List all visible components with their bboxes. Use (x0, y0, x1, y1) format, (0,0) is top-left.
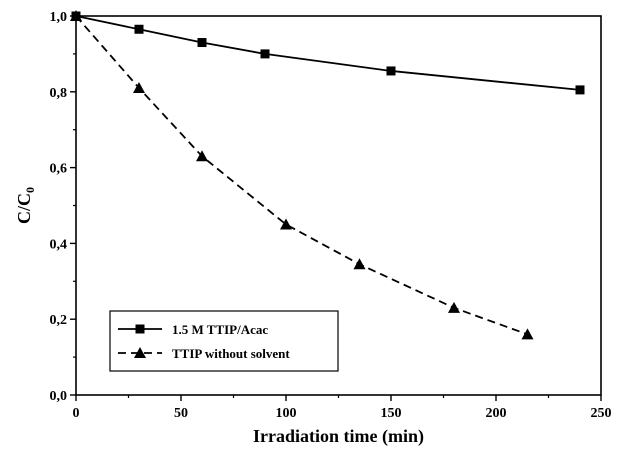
axes: 0 50 100 150 200 250 0,0 0,2 0,4 0,6 0,8 1,0 (50, 10, 612, 421)
series-line (75, 15, 528, 336)
data-point (196, 150, 208, 162)
data-point (280, 218, 292, 230)
y-tick-label: 0,2 (50, 313, 68, 328)
data-point (197, 38, 207, 48)
y-tick-label: 1,0 (50, 10, 68, 25)
legend-marker (135, 324, 145, 334)
y-axis-title-subscript: 0 (23, 187, 37, 193)
data-point (133, 82, 145, 94)
y-tick-label: 0,8 (50, 86, 68, 101)
y-tick-label: 0,0 (50, 389, 68, 404)
x-axis-title: Irradiation time (min) (253, 426, 424, 447)
plot-area (70, 10, 585, 340)
series-line (75, 15, 581, 91)
legend-label: TTIP without solvent (172, 346, 290, 361)
x-tick-label: 200 (486, 406, 507, 421)
data-point (575, 85, 585, 95)
x-tick-label: 100 (276, 406, 297, 421)
data-point (521, 328, 534, 340)
data-point (260, 49, 270, 59)
x-tick-label: 150 (381, 406, 402, 421)
data-point (448, 301, 460, 313)
legend-marker (134, 347, 146, 358)
series-1 (71, 11, 585, 95)
y-tick-label: 0,6 (50, 162, 68, 177)
legend-label: 1.5 M TTIP/Acac (172, 322, 268, 337)
x-tick-label: 0 (73, 406, 80, 421)
y-tick-label: 0,4 (50, 237, 68, 252)
y-axis-title-main: C/C (14, 193, 34, 224)
x-tick-label: 50 (174, 406, 188, 421)
data-point (353, 258, 366, 270)
y-axis-title: C/C0 (14, 187, 37, 224)
x-tick-label: 250 (591, 406, 612, 421)
data-point (134, 24, 144, 34)
legend: 1.5 M TTIP/Acac TTIP without solvent (109, 310, 339, 372)
data-point (386, 66, 396, 76)
legend-box (109, 310, 339, 372)
